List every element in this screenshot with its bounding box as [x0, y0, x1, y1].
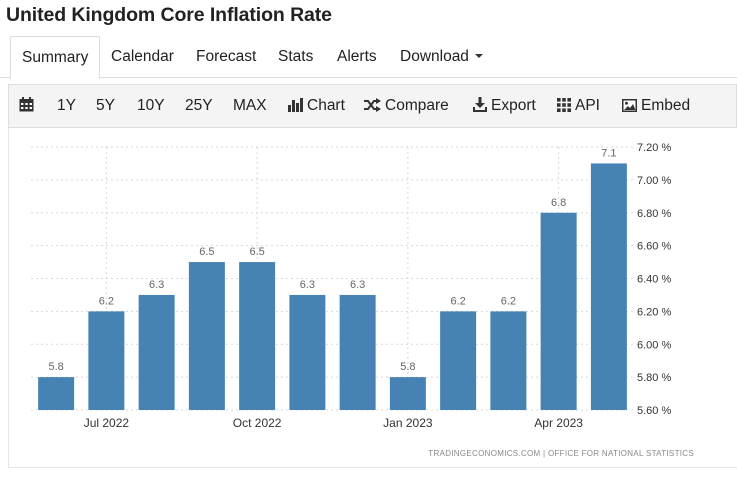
bar	[239, 262, 276, 410]
data-label: 5.8	[48, 361, 63, 373]
tab-alerts[interactable]: Alerts	[326, 36, 388, 78]
compare-button[interactable]: Compare	[364, 85, 449, 127]
bar	[490, 311, 527, 410]
y-tick-label: 7.00 %	[637, 175, 671, 187]
tab-calendar[interactable]: Calendar	[100, 36, 185, 78]
data-label: 6.2	[501, 295, 516, 307]
bar	[440, 311, 477, 410]
bar	[138, 294, 175, 410]
range-1y-button[interactable]: 1Y	[57, 97, 76, 114]
inflation-bar-chart: 5.60 % 5.80 % 6.00 % 6.20 % 6.40 % 6.60 % 6.80…	[31, 142, 694, 458]
export-label: Export	[491, 97, 536, 114]
calendar-icon	[19, 97, 34, 112]
api-button[interactable]: API	[557, 85, 600, 127]
x-tick-label: Oct 2022	[233, 416, 282, 430]
shuffle-icon	[364, 98, 381, 112]
bar	[339, 294, 376, 410]
embed-label: Embed	[641, 97, 691, 114]
image-icon	[622, 99, 637, 112]
embed-button[interactable]: Embed	[622, 85, 690, 127]
chart-area: 5.60 % 5.80 % 6.00 % 6.20 % 6.40 % 6.60 % 6.80…	[8, 128, 737, 468]
x-tick-label: Apr 2023	[534, 416, 583, 430]
tab-download-label: Download	[400, 48, 469, 65]
tab-forecast-label: Forecast	[196, 48, 257, 65]
bar	[540, 212, 577, 410]
download-icon	[473, 97, 487, 112]
y-tick-label: 7.20 %	[637, 142, 671, 154]
chart-toolbar: 1Y 5Y 10Y 25Y MAX Chart Compare Export A…	[8, 84, 737, 128]
data-label: 6.5	[199, 246, 214, 258]
compare-label: Compare	[385, 97, 449, 114]
y-tick-label: 6.80 %	[637, 208, 671, 220]
y-tick-label: 5.60 %	[637, 405, 671, 417]
tab-summary[interactable]: Summary	[10, 36, 101, 79]
data-label: 6.2	[450, 295, 465, 307]
chart-type-label: Chart	[307, 97, 345, 114]
tab-stats[interactable]: Stats	[267, 36, 324, 78]
data-label: 6.3	[350, 279, 365, 291]
y-tick-label: 6.60 %	[637, 241, 671, 253]
api-label: API	[575, 97, 600, 114]
x-tick-label: Jul 2022	[84, 416, 130, 430]
tab-forecast[interactable]: Forecast	[185, 36, 267, 78]
caret-down-icon	[474, 54, 483, 58]
tab-summary-label: Summary	[22, 49, 89, 66]
range-10y-button[interactable]: 10Y	[137, 97, 165, 114]
grid-icon	[557, 98, 571, 112]
x-tick-label: Jan 2023	[383, 416, 433, 430]
y-tick-label: 6.00 %	[637, 339, 671, 351]
y-tick-label: 6.40 %	[637, 274, 671, 286]
bar-chart-icon	[288, 98, 303, 112]
data-label: 6.3	[149, 279, 164, 291]
data-label: 6.8	[551, 197, 566, 209]
range-5y-button[interactable]: 5Y	[96, 97, 115, 114]
data-label: 6.3	[300, 279, 315, 291]
tab-bar: Summary Calendar Forecast Stats Alerts D…	[0, 36, 737, 79]
calendar-button[interactable]	[19, 85, 38, 127]
data-label: 6.5	[249, 246, 264, 258]
bar	[188, 262, 225, 410]
chart-type-button[interactable]: Chart	[288, 85, 345, 127]
tab-download[interactable]: Download	[389, 36, 494, 78]
bar	[590, 163, 627, 410]
bar	[389, 377, 426, 410]
tab-stats-label: Stats	[278, 48, 314, 65]
y-tick-label: 6.20 %	[637, 306, 671, 318]
data-label: 6.2	[99, 295, 114, 307]
bar	[88, 311, 125, 410]
page-title: United Kingdom Core Inflation Rate	[6, 4, 332, 26]
range-25y-button[interactable]: 25Y	[185, 97, 213, 114]
source-credit: TRADINGECONOMICS.COM | OFFICE FOR NATION…	[428, 449, 694, 458]
data-label: 7.1	[601, 147, 616, 159]
range-max-button[interactable]: MAX	[233, 97, 267, 114]
y-tick-label: 5.80 %	[637, 372, 671, 384]
tab-alerts-label: Alerts	[337, 48, 377, 65]
export-button[interactable]: Export	[473, 85, 536, 127]
data-label: 5.8	[400, 361, 415, 373]
bar	[38, 377, 75, 410]
tab-calendar-label: Calendar	[111, 48, 174, 65]
bar	[289, 294, 326, 410]
